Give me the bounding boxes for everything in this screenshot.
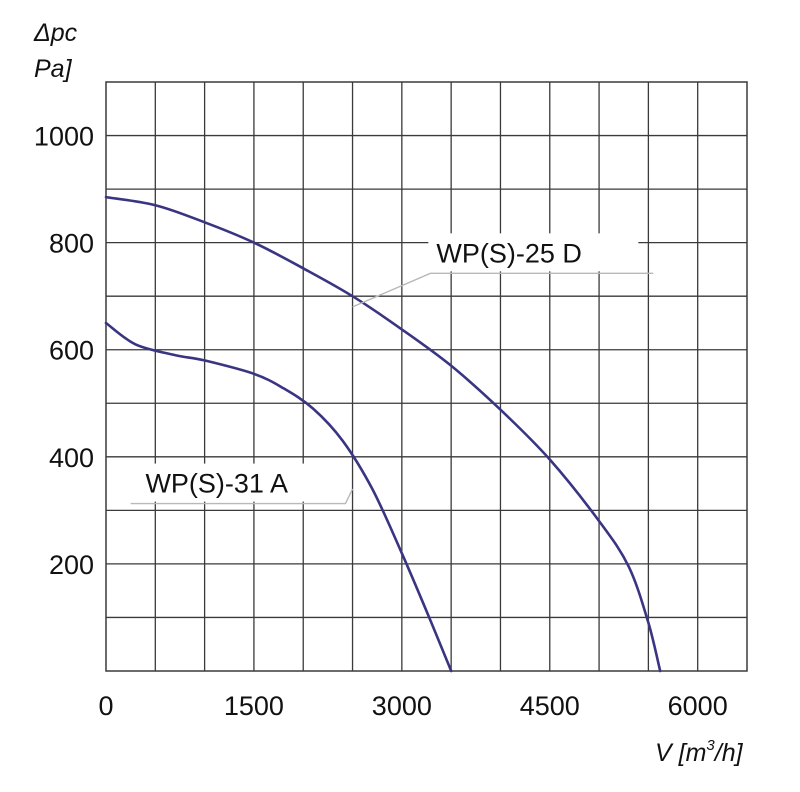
y-tick-label: 200 [49, 550, 94, 580]
x-tick-label: 3000 [372, 691, 432, 721]
series-label-leader [130, 488, 354, 505]
plot-frame [105, 81, 748, 672]
x-axis-title-main: V [m [655, 739, 706, 767]
x-axis-title: V [m3/h] [655, 737, 744, 767]
x-axis-title-end: /h] [713, 739, 744, 767]
x-tick-label: 4500 [520, 691, 580, 721]
series-label-background [428, 233, 639, 272]
x-tick-label: 1500 [224, 691, 284, 721]
x-tick-labels: 0 1500 3000 4500 6000 [98, 691, 727, 721]
series-label: WP(S)-25 D [436, 238, 582, 268]
y-axis-title-line2: Pa] [34, 55, 73, 83]
series-label-background [137, 463, 348, 502]
series-label-leader [352, 272, 654, 308]
x-tick-label: 6000 [668, 691, 728, 721]
series-labels: WP(S)-25 D WP(S)-31 A [130, 233, 654, 505]
y-tick-labels: 200 400 600 800 1000 [34, 122, 94, 580]
curves [104, 195, 662, 673]
series-line [104, 195, 662, 673]
y-tick-label: 800 [49, 229, 94, 259]
y-tick-label: 400 [49, 443, 94, 473]
x-tick-label: 0 [98, 691, 113, 721]
x-axis-title-superscript: 3 [706, 737, 715, 754]
y-tick-label: 1000 [34, 122, 94, 152]
plot-border [105, 81, 748, 672]
y-tick-label: 600 [49, 336, 94, 366]
series-line [104, 321, 453, 673]
y-axis-title-line1: Δpc [33, 19, 78, 47]
series-label: WP(S)-31 A [145, 469, 288, 499]
grid [106, 82, 747, 671]
